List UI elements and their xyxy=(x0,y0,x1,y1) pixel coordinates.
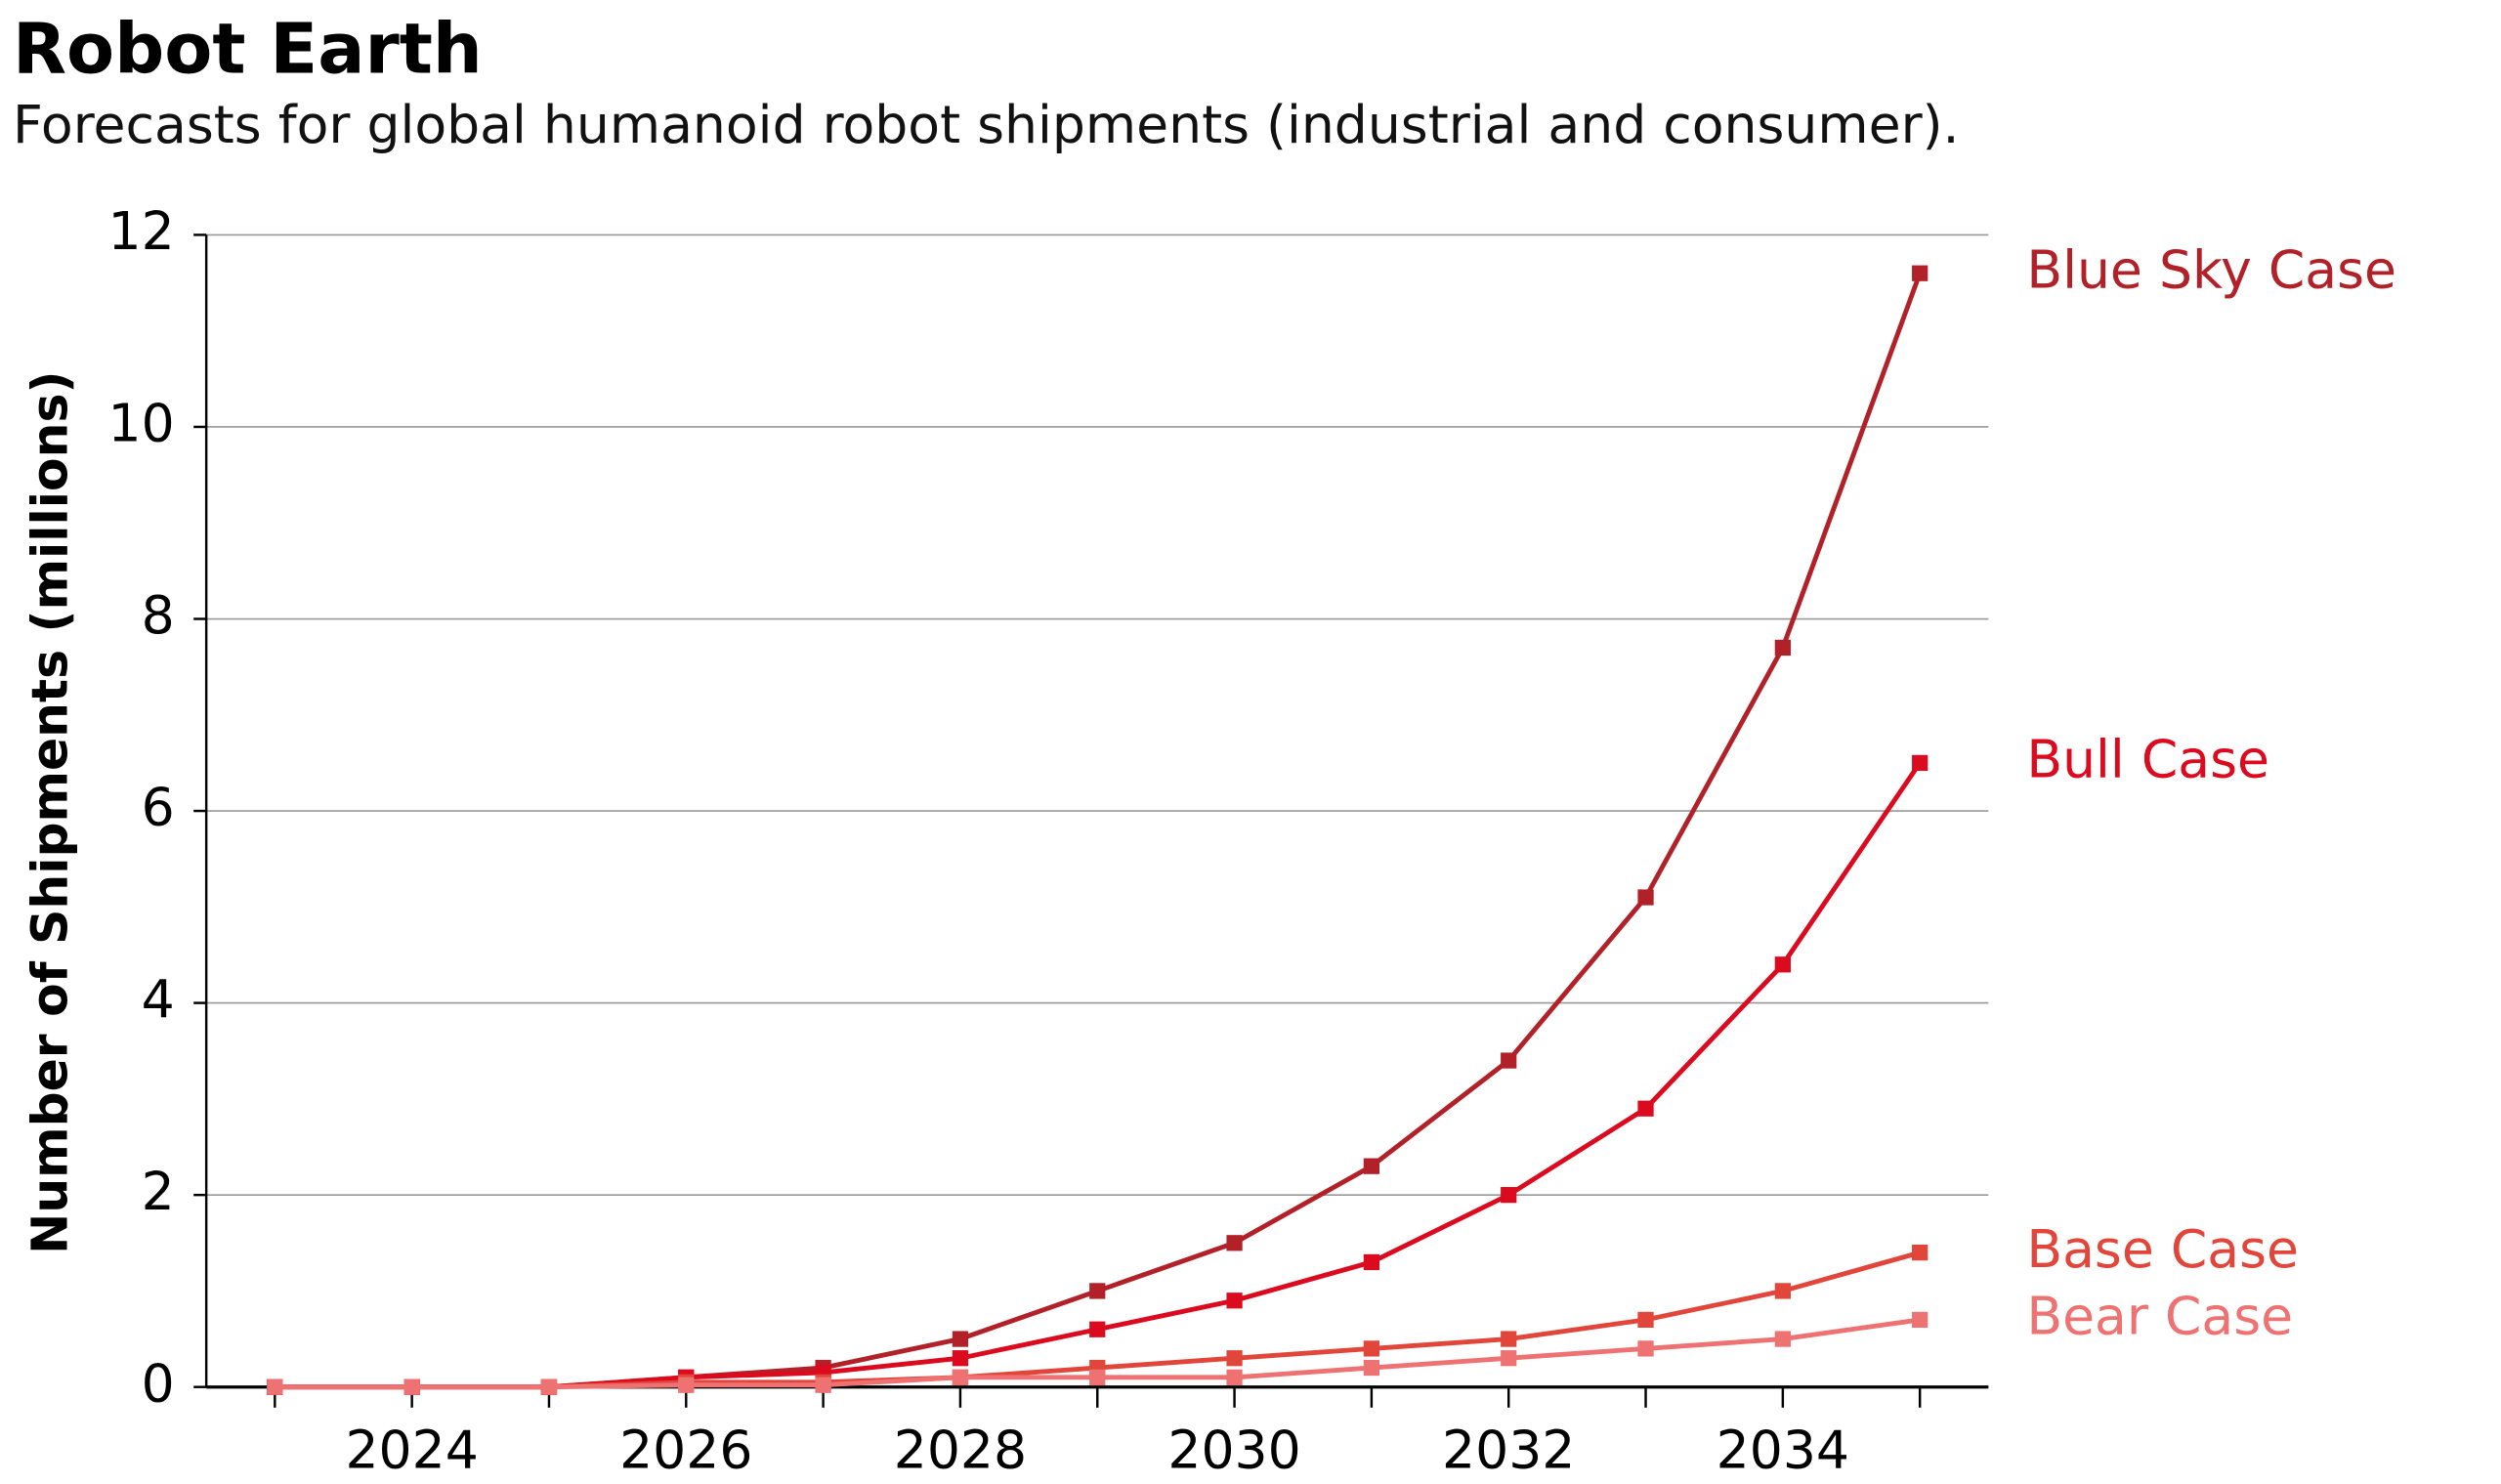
series-label: Base Case xyxy=(2026,1218,2299,1280)
marker xyxy=(1089,1369,1106,1385)
marker xyxy=(1637,1100,1654,1117)
x-tick-label: 2034 xyxy=(1717,1420,1849,1481)
y-tick-label: 2 xyxy=(142,1161,175,1222)
marker xyxy=(1774,1283,1791,1299)
marker xyxy=(952,1350,969,1367)
marker xyxy=(403,1378,420,1395)
y-axis-label: Number of Shipments (millions) xyxy=(21,371,79,1254)
marker xyxy=(1089,1283,1106,1299)
marker xyxy=(1501,1052,1517,1069)
x-tick-label: 2028 xyxy=(894,1420,1027,1481)
marker xyxy=(1912,1311,1929,1329)
x-tick-label: 2026 xyxy=(619,1420,752,1481)
marker xyxy=(1637,1340,1654,1357)
marker xyxy=(1637,889,1654,906)
x-tick-label: 2032 xyxy=(1442,1420,1575,1481)
marker xyxy=(1363,1158,1380,1174)
chart-subtitle: Forecasts for global humanoid robot ship… xyxy=(13,94,1960,155)
marker xyxy=(1912,754,1929,772)
y-tick-label: 0 xyxy=(142,1352,175,1414)
x-tick-label: 2030 xyxy=(1167,1420,1300,1481)
y-tick-label: 8 xyxy=(142,584,175,646)
marker xyxy=(540,1378,558,1395)
marker xyxy=(1226,1235,1243,1251)
marker xyxy=(1089,1321,1106,1337)
marker xyxy=(1774,1331,1791,1347)
marker xyxy=(815,1377,831,1393)
y-tick-label: 12 xyxy=(107,200,174,262)
series-line xyxy=(275,272,1923,1390)
marker xyxy=(1363,1359,1380,1377)
y-tick-label: 6 xyxy=(142,777,175,838)
marker xyxy=(1637,1311,1654,1329)
marker xyxy=(1501,1350,1517,1367)
marker xyxy=(1774,639,1791,657)
marker xyxy=(1912,1244,1929,1261)
series-label: Blue Sky Case xyxy=(2026,238,2396,300)
marker xyxy=(1501,1331,1517,1347)
marker xyxy=(1363,1253,1380,1271)
marker xyxy=(1912,265,1929,281)
marker xyxy=(678,1377,695,1393)
marker xyxy=(1774,956,1791,973)
marker xyxy=(952,1369,969,1385)
y-tick-label: 10 xyxy=(107,393,174,454)
marker xyxy=(1363,1340,1380,1357)
marker xyxy=(1226,1293,1243,1309)
marker xyxy=(1501,1187,1517,1204)
chart-title: Robot Earth xyxy=(13,9,483,90)
x-tick-label: 2024 xyxy=(345,1420,478,1481)
marker xyxy=(1226,1369,1243,1385)
marker xyxy=(1226,1350,1243,1367)
series-label: Bear Case xyxy=(2026,1286,2293,1347)
y-tick-label: 4 xyxy=(142,968,175,1030)
series-label: Bull Case xyxy=(2026,729,2269,790)
marker xyxy=(267,1378,283,1395)
marker xyxy=(952,1331,969,1347)
